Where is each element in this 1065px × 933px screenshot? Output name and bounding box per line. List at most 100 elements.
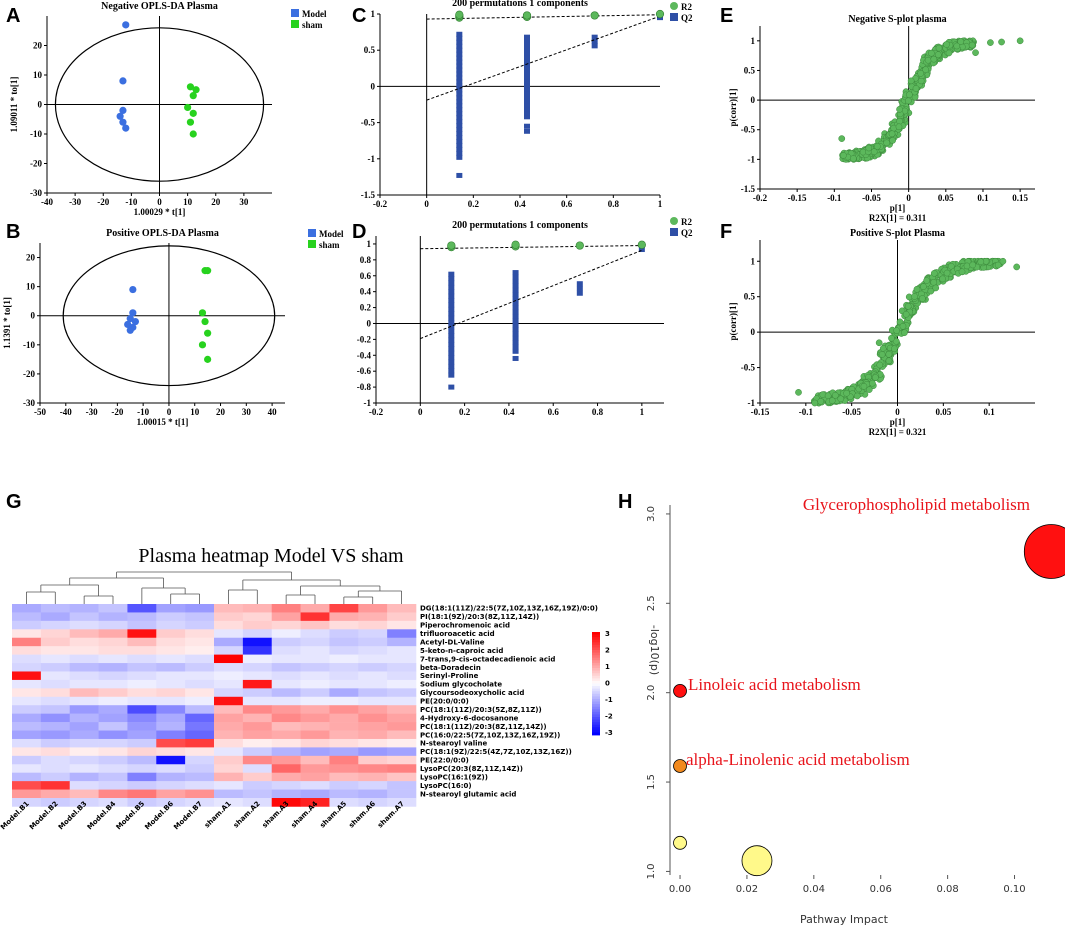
splot-point [922,66,929,74]
heatmap-cell [12,612,42,622]
heatmap-cell [242,789,273,799]
heatmap-row-label: 5-keto-n-caproic acid [420,647,503,655]
heatmap-cell [271,764,301,773]
heatmap-cell [242,722,273,731]
heatmap-cell [98,747,128,757]
heatmap-cell [98,629,128,639]
heatmap-cell [185,604,215,613]
heatmap-cell [156,696,186,706]
heatmap-cell [271,637,301,647]
x-tick-label: -0.2 [753,193,768,203]
heatmap-cell [387,604,417,613]
q2-marker [448,328,455,334]
splot-point [896,117,903,125]
chart-title: 200 permutations 1 components [452,0,588,9]
heatmap-cell [329,637,359,647]
heatmap-cell [40,764,71,773]
heatmap-cell [40,722,71,731]
model-point [119,118,127,126]
heatmap-cell [40,789,71,799]
heatmap-cell [127,637,157,647]
q2-marker [512,296,519,302]
q2-marker [524,62,530,68]
y-tick-label: 0.5 [744,292,756,302]
heatmap-cell [98,772,128,782]
splot-point [987,39,994,46]
x-tick-label: 20 [211,197,221,207]
q2-marker [456,107,463,113]
x-tick-label: 0.05 [935,407,951,417]
opls-da-positive-chart: -50 -40 -30 -20 -10 0 10 20 30 40 -30 -20 -10 0 10 20 Po… [2,228,344,427]
heatmap-cell [214,671,244,681]
splot-point [917,70,925,77]
heatmap-cell [127,747,157,757]
q2-marker [448,280,455,286]
heatmap-cell [185,629,215,639]
color-scale-step [592,683,600,687]
heatmap-cell [387,696,417,706]
splot-point [969,261,977,269]
heatmap-cell [127,781,157,790]
heatmap-cell [40,730,71,740]
q2-marker [591,34,598,40]
x-tick-label: 10 [183,197,193,207]
heatmap-cell [300,620,330,630]
heatmap-cell [69,679,99,689]
heatmap-cell [242,688,273,698]
heatmap-cell [69,688,99,698]
heatmap-cell [156,679,186,689]
y-tick-label: 0 [371,81,376,91]
heatmap-cell [300,747,330,757]
r2-regression-line [426,14,661,20]
x-tick-label: 0.1 [977,193,989,203]
heatmap-cell [387,654,417,664]
splot-point [904,302,912,310]
model-point [119,77,127,85]
heatmap-cell [12,688,42,698]
color-scale-tick: 0 [605,680,610,688]
splot-point [902,310,910,318]
q2-marker [524,123,530,129]
splot-point [865,386,873,393]
r2-point [447,241,456,250]
sham-point [184,103,192,112]
sham-point [189,109,197,117]
panel-label-e: E [720,5,733,27]
heatmap-cell [156,789,186,799]
y-tick-label: 0 [38,100,43,110]
q2-marker [524,74,530,80]
x-tick-label: 0.06 [870,884,892,895]
heatmap-cell [358,620,388,630]
heatmap-cell [387,713,417,723]
q2-regression-line [426,15,661,101]
splot-point [896,106,903,113]
heatmap-cell [358,722,388,731]
heatmap-cell [40,747,71,757]
heatmap-cell [69,629,99,639]
x-axis-label: Pathway Impact [800,913,889,926]
heatmap-cell [271,722,301,731]
heatmap-row-label: 7-trans,9-cis-octadecadienoic acid [420,655,555,663]
heatmap-cell [98,688,128,698]
heatmap-cell [127,738,157,748]
heatmap-cell [329,789,359,799]
heatmap-cell [271,663,301,672]
heatmap-cell [300,629,330,639]
heatmap-row-label: beta-Doradecin [420,664,481,672]
heatmap-cell [69,637,99,647]
heatmap-cell [358,798,388,807]
sham-point [189,130,197,138]
q2-marker [456,31,463,37]
heatmap-cell [387,688,417,698]
splot-point [904,97,912,105]
q2-marker [456,172,463,178]
heatmap-cell [12,738,42,748]
heatmap-cell [69,663,99,672]
heatmap-cell [271,654,301,664]
heatmap-cell [40,738,71,748]
hotelling-ellipse [62,245,276,387]
q2-marker [512,318,519,324]
heatmap-cell [185,730,215,740]
y-axis-label: p(corr)[1] [728,89,738,127]
